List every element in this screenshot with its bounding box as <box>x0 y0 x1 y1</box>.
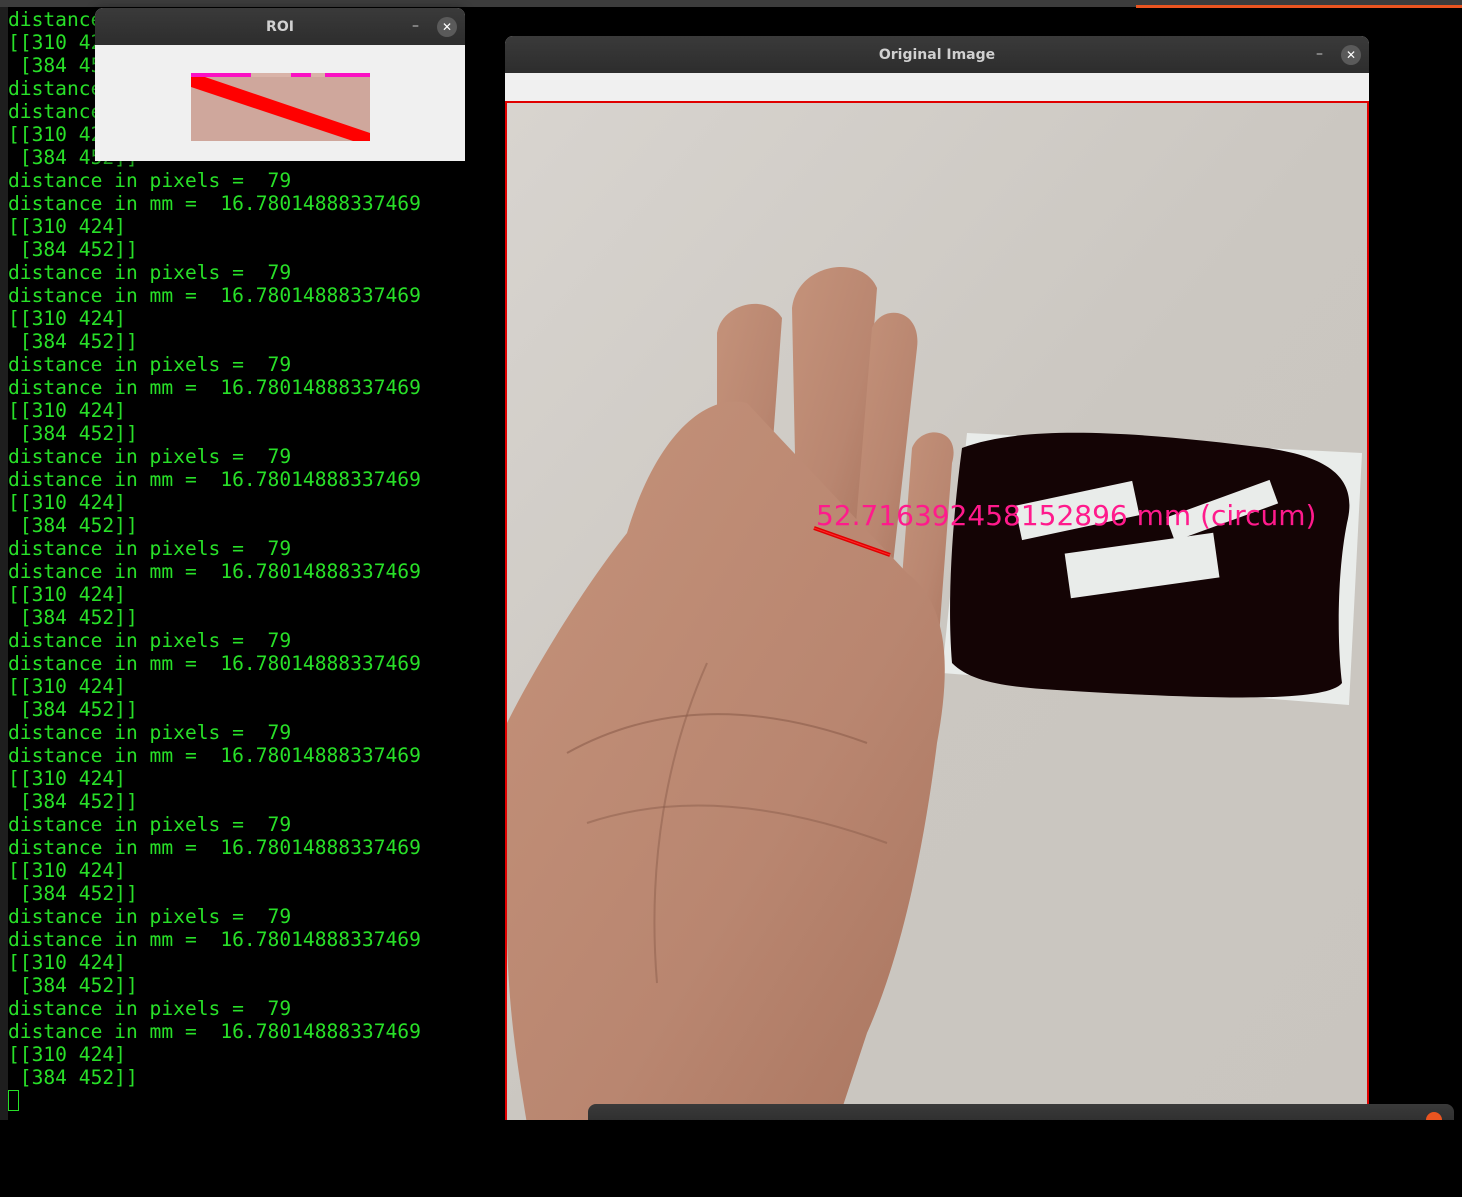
terminal-line: distance in mm = 16.78014888337469 <box>8 652 421 675</box>
terminal-line: distance in mm = 16.78014888337469 <box>8 192 421 215</box>
terminal-line: distance in mm = 16.78014888337469 <box>8 284 421 307</box>
terminal-line: distance in pixels = 79 <box>8 261 292 284</box>
terminal-line: [384 452]] <box>19 238 138 261</box>
original-image-window[interactable]: Original Image – ✕ <box>505 36 1369 1126</box>
terminal-line: [384 452]] <box>19 790 138 813</box>
terminal-cursor <box>8 1090 19 1111</box>
terminal-line: distance in pixels = 79 <box>8 629 292 652</box>
roi-image <box>191 73 370 141</box>
hand-and-card-photo <box>507 103 1367 1124</box>
original-toolbar <box>505 73 1369 101</box>
terminal-output: distance in pixels = 79 [[310 424] [384 … <box>8 8 498 1112</box>
desktop-accent-strip <box>1136 5 1462 8</box>
terminal-line: distance in mm = 16.78014888337469 <box>8 376 421 399</box>
terminal-line: [[310 424] <box>8 951 126 974</box>
original-titlebar[interactable]: Original Image – ✕ <box>505 36 1369 73</box>
terminal-line: distance in pixels = 79 <box>8 813 292 836</box>
original-minimize-button[interactable]: – <box>1316 46 1323 62</box>
terminal-line: [[310 424] <box>8 1043 126 1066</box>
terminal-line: distance in pixels = 79 <box>8 905 292 928</box>
terminal-line: [[310 424] <box>8 859 126 882</box>
terminal-line: distance in pixels = 79 <box>8 997 292 1020</box>
terminal-line: distance in pixels = 79 <box>8 445 292 468</box>
terminal-line: [384 452]] <box>19 514 138 537</box>
terminal-line: distance in pixels = 79 <box>8 353 292 376</box>
terminal-line: [[310 424] <box>8 215 126 238</box>
terminal-line: [384 452]] <box>19 1066 138 1089</box>
terminal-line: distance in pixels = 79 <box>8 537 292 560</box>
terminal-left-edge <box>0 7 8 1197</box>
terminal-line: [384 452]] <box>19 606 138 629</box>
terminal-line: [[310 424] <box>8 307 126 330</box>
terminal-line: [[310 424] <box>8 583 126 606</box>
terminal-line: distance in mm = 16.78014888337469 <box>8 928 421 951</box>
terminal-line: [[310 424] <box>8 767 126 790</box>
terminal-line: distance in mm = 16.78014888337469 <box>8 468 421 491</box>
hand <box>507 266 954 1124</box>
desktop-top-bar <box>0 0 1462 7</box>
roi-minimize-button[interactable]: – <box>412 18 419 34</box>
terminal-line: [[310 424] <box>8 491 126 514</box>
roi-title: ROI <box>266 18 294 35</box>
terminal-line: distance in mm = 16.78014888337469 <box>8 1020 421 1043</box>
roi-close-button[interactable]: ✕ <box>437 17 457 37</box>
terminal-line: distance in mm = 16.78014888337469 <box>8 836 421 859</box>
original-title: Original Image <box>878 46 996 63</box>
terminal-line: distance in pixels = 79 <box>8 721 292 744</box>
terminal-line: [[310 424] <box>8 399 126 422</box>
circumference-measurement-label: 52.716392458152896 mm (circum) <box>816 499 1317 532</box>
id-card <box>942 432 1362 705</box>
terminal-line: [384 452]] <box>19 882 138 905</box>
roi-window[interactable]: ROI – ✕ <box>95 8 465 161</box>
terminal-line: distance in mm = 16.78014888337469 <box>8 560 421 583</box>
original-close-button[interactable]: ✕ <box>1341 45 1361 65</box>
terminal-line: [384 452]] <box>19 974 138 997</box>
terminal-line: [384 452]] <box>19 698 138 721</box>
roi-titlebar[interactable]: ROI – ✕ <box>95 8 465 45</box>
roi-image-drawing <box>191 73 370 141</box>
desktop-bottom-area <box>0 1120 1462 1197</box>
original-image-canvas: 52.716392458152896 mm (circum) <box>505 101 1369 1126</box>
terminal-line: [[310 424] <box>8 675 126 698</box>
terminal-window[interactable]: distance in pixels = 79 [[310 424] [384 … <box>8 8 498 1120</box>
terminal-line: distance in pixels = 79 <box>8 169 292 192</box>
terminal-line: [384 452]] <box>19 422 138 445</box>
terminal-line: [384 452]] <box>19 330 138 353</box>
terminal-line: distance in mm = 16.78014888337469 <box>8 744 421 767</box>
